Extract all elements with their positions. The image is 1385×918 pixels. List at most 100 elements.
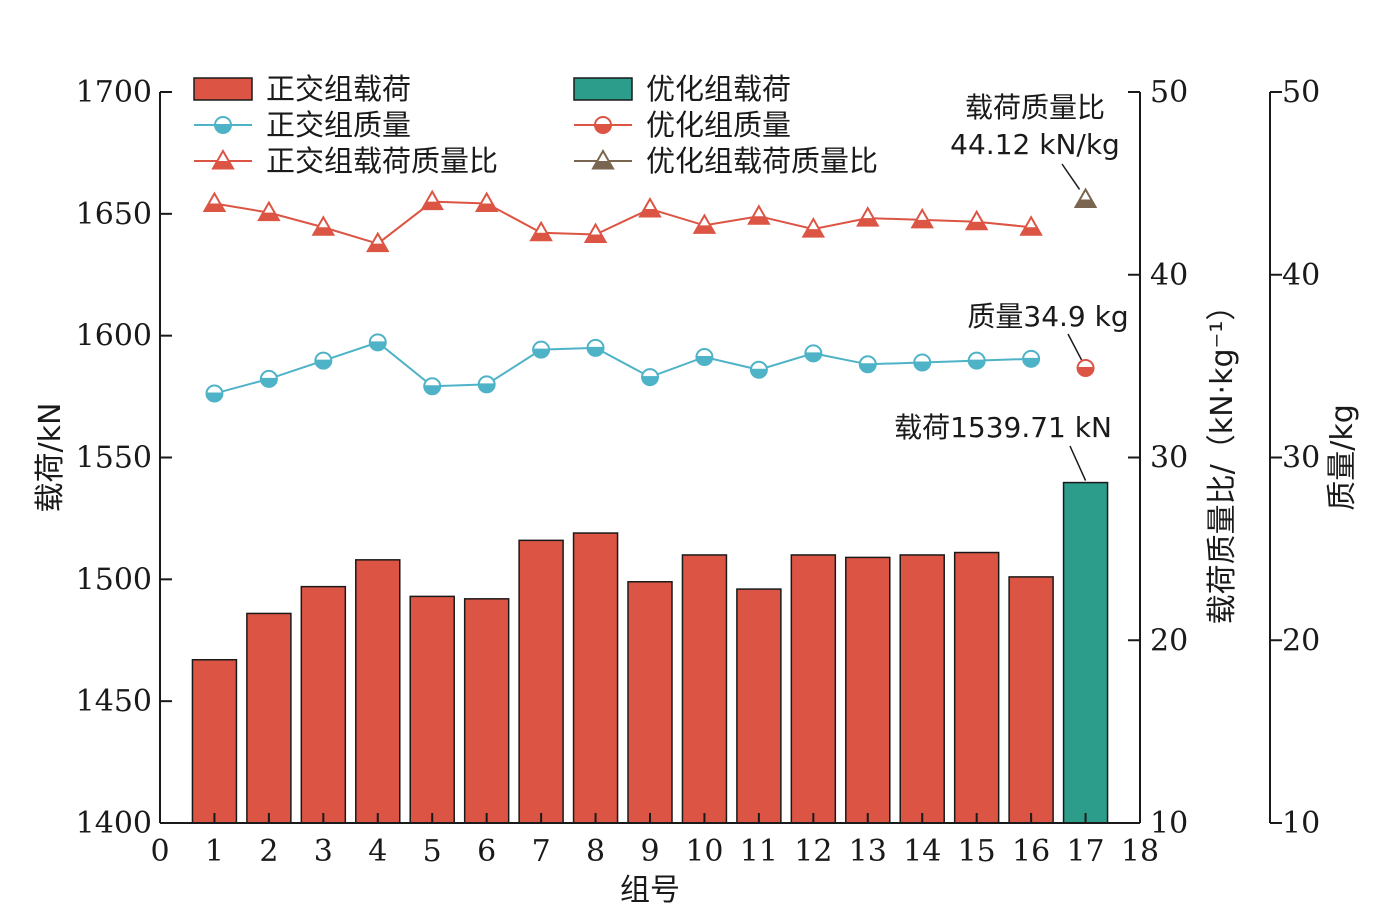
- legend-item-4-label: 优化组质量: [646, 108, 791, 142]
- legend-item-3-label: 正交组质量: [266, 108, 411, 142]
- x-tick-label-10: 10: [685, 834, 723, 869]
- mass-orthogonal-point-1-fill: [206, 393, 223, 402]
- mass-orthogonal-point-15-fill: [968, 360, 985, 369]
- x-tick-label-7: 7: [532, 834, 551, 869]
- mass-orthogonal-point-14-fill: [914, 362, 931, 371]
- ratio-orthogonal-point-7: [530, 232, 553, 241]
- mass-tick-label-30: 30: [1282, 441, 1320, 476]
- ratio-orthogonal-point-5: [421, 201, 444, 210]
- bar-orthogonal-2: [246, 612, 292, 824]
- annotation-ratio-value: 44.12 kN/kg: [950, 128, 1120, 161]
- annotation-mass: 质量34.9 kg: [967, 300, 1128, 333]
- annotation-ratio-leader: [1061, 163, 1081, 190]
- ratio-orthogonal-point-9: [639, 208, 661, 217]
- mass-orthogonal-line: [214, 341, 1032, 395]
- ratio-orthogonal-point-11: [747, 216, 770, 225]
- mass-orthogonal-point-8-fill: [587, 347, 604, 356]
- legend-item-5-label: 正交组载荷质量比: [266, 144, 498, 178]
- bar-orthogonal-7: [518, 539, 564, 824]
- mass-orthogonal-point-16-fill: [1023, 358, 1040, 367]
- bar-orthogonal-8: [572, 532, 619, 824]
- legend-item-2-swatch: [573, 77, 633, 101]
- x-tick-label-4: 4: [368, 834, 387, 869]
- x-tick-label-9: 9: [640, 834, 659, 869]
- x-tick-label-3: 3: [314, 834, 333, 869]
- x-tick-label-0: 0: [150, 834, 169, 869]
- mass-orthogonal-point-5-fill: [424, 386, 441, 395]
- ratio-orthogonal-point-8: [584, 234, 607, 243]
- x-tick-label-1: 1: [205, 834, 224, 869]
- left-tick-label-1400: 1400: [76, 806, 152, 841]
- mass-orthogonal-point-9-fill: [642, 377, 658, 386]
- mass-tick-label-50: 50: [1282, 75, 1320, 110]
- ratio-y-axis-title: 载荷质量比/（kN·kg⁻¹）: [1205, 291, 1240, 625]
- mass-orthogonal-point-11-fill: [750, 369, 767, 378]
- mass-orthogonal-point-13-fill: [859, 364, 876, 373]
- bar-orthogonal-1: [191, 658, 238, 824]
- ratio-orthogonal-point-3: [312, 227, 335, 236]
- left-tick-label-1700: 1700: [76, 75, 152, 110]
- annotation-mass-leader: [1067, 333, 1083, 361]
- x-tick-label-12: 12: [794, 834, 832, 869]
- x-tick-label-8: 8: [586, 834, 605, 869]
- ratio-tick-label-30: 30: [1150, 441, 1188, 476]
- ratio-orthogonal-point-14: [911, 219, 934, 228]
- annotation-ratio-label: 载荷质量比: [965, 91, 1105, 124]
- ratio-orthogonal-point-10: [693, 225, 716, 234]
- bar-orthogonal-14: [899, 554, 945, 824]
- bar-orthogonal-16: [1008, 576, 1054, 824]
- bar-orthogonal-3: [300, 585, 347, 824]
- ratio-orthogonal-point-6: [475, 203, 498, 212]
- left-tick-label-1550: 1550: [76, 441, 152, 476]
- left-tick-label-1650: 1650: [76, 197, 152, 232]
- x-tick-label-16: 16: [1012, 834, 1050, 869]
- legend-item-1-label: 正交组载荷: [266, 72, 411, 106]
- ratio-tick-label-50: 50: [1150, 75, 1188, 110]
- x-tick-label-2: 2: [259, 834, 278, 869]
- x-tick-label-18: 18: [1121, 834, 1159, 869]
- legend-item-4-marker-fill: [595, 125, 611, 133]
- ratio-tick-label-20: 20: [1150, 623, 1188, 658]
- ratio-orthogonal-line: [214, 200, 1032, 245]
- mass-orthogonal-point-3-fill: [315, 360, 332, 369]
- x-tick-label-6: 6: [477, 834, 496, 869]
- x-tick-label-17: 17: [1066, 834, 1104, 869]
- mass-orthogonal-point-2-fill: [260, 378, 277, 387]
- ratio-orthogonal-point-2: [257, 212, 280, 221]
- left-tick-label-1450: 1450: [76, 684, 152, 719]
- mass-tick-label-40: 40: [1282, 258, 1320, 293]
- ratio-orthogonal-point-12: [802, 229, 825, 238]
- legend-item-3-marker-fill: [215, 125, 231, 133]
- bar-orthogonal-15: [953, 551, 1000, 824]
- legend-item-2-label: 优化组载荷: [646, 72, 791, 106]
- ratio-orthogonal-point-13: [856, 218, 879, 227]
- bar-orthogonal-13: [845, 556, 891, 824]
- mass-tick-label-10: 10: [1282, 806, 1320, 841]
- mass-orthogonal-point-4-fill: [369, 342, 386, 351]
- bar-orthogonal-12: [790, 554, 837, 824]
- bar-orthogonal-4: [355, 559, 401, 824]
- bar-orthogonal-11: [736, 588, 782, 824]
- bar-optimized-17: [1062, 481, 1109, 824]
- x-tick-label-11: 11: [740, 834, 778, 869]
- ratio-orthogonal-point-4: [366, 243, 389, 252]
- left-tick-label-1600: 1600: [76, 319, 152, 354]
- ratio-orthogonal-point-15: [965, 221, 988, 230]
- x-tick-label-13: 13: [849, 834, 887, 869]
- bar-orthogonal-9: [627, 581, 673, 824]
- x-tick-label-15: 15: [958, 834, 996, 869]
- legend-item-1-swatch: [193, 77, 253, 101]
- annotation-load-leader: [1069, 445, 1087, 481]
- bar-orthogonal-6: [463, 598, 510, 824]
- ratio-tick-label-10: 10: [1150, 806, 1188, 841]
- ratio-optimized-point-17: [1074, 199, 1097, 208]
- bar-orthogonal-10: [681, 554, 728, 824]
- ratio-tick-label-40: 40: [1150, 258, 1188, 293]
- mass-optimized-point-17-fill: [1077, 367, 1094, 376]
- left-y-axis-title: 载荷/kN: [33, 403, 68, 513]
- mass-orthogonal-point-6-fill: [478, 384, 495, 393]
- annotation-load: 载荷1539.71 kN: [894, 411, 1112, 444]
- x-tick-label-14: 14: [903, 834, 941, 869]
- x-tick-label-5: 5: [423, 834, 442, 869]
